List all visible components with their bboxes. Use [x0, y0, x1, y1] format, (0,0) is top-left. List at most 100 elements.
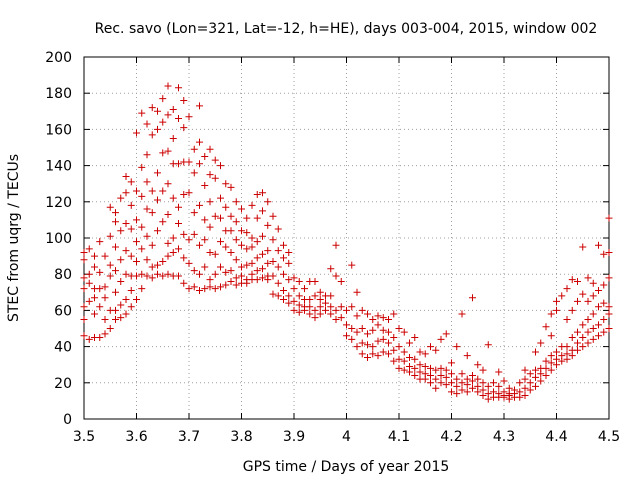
data-point	[217, 194, 224, 202]
data-point	[589, 310, 597, 318]
data-point	[500, 388, 508, 396]
data-point	[243, 214, 251, 222]
data-point	[285, 259, 293, 267]
data-point	[217, 238, 224, 246]
x-tick-label: 3.9	[283, 429, 305, 445]
data-point	[406, 363, 413, 371]
data-point	[138, 109, 146, 117]
data-point	[196, 286, 203, 294]
data-point	[154, 227, 161, 235]
data-point	[458, 370, 466, 378]
data-point	[526, 370, 534, 378]
data-point	[348, 325, 356, 332]
data-point	[327, 292, 335, 300]
data-point	[227, 277, 235, 285]
data-point	[122, 310, 130, 318]
data-point	[185, 113, 193, 121]
data-point	[238, 272, 245, 280]
y-tick-label: 200	[45, 50, 72, 66]
data-point	[196, 201, 203, 209]
data-point	[526, 379, 534, 387]
data-point	[558, 352, 566, 360]
data-point	[232, 236, 240, 244]
data-point	[159, 95, 167, 103]
data-point	[400, 357, 408, 365]
data-point	[448, 388, 455, 396]
data-point	[579, 290, 587, 298]
data-point	[364, 310, 371, 318]
data-point	[505, 384, 513, 392]
data-point	[190, 169, 198, 177]
data-point	[133, 296, 140, 304]
data-point	[180, 279, 188, 287]
data-point	[211, 174, 219, 182]
data-point	[248, 234, 256, 242]
data-point	[180, 96, 188, 104]
data-point	[127, 286, 135, 294]
data-point	[442, 381, 450, 389]
data-point	[332, 272, 340, 280]
data-point	[269, 272, 277, 280]
data-point	[274, 247, 282, 255]
data-point	[154, 125, 161, 133]
data-point	[337, 303, 345, 311]
data-point	[574, 339, 581, 347]
data-point	[175, 272, 182, 280]
data-point	[106, 232, 114, 240]
y-tick-label: 40	[54, 340, 72, 356]
data-point	[442, 330, 450, 338]
data-point	[112, 218, 119, 226]
data-point	[484, 382, 492, 390]
data-point	[127, 225, 135, 233]
data-point	[385, 328, 392, 336]
data-point	[85, 245, 93, 253]
data-point	[532, 373, 539, 381]
y-tick-label: 160	[45, 122, 72, 138]
data-point	[148, 241, 156, 249]
data-point	[154, 169, 161, 177]
data-point	[600, 281, 608, 289]
data-point	[159, 149, 167, 157]
data-point	[421, 363, 429, 371]
data-point	[553, 306, 560, 314]
data-point	[369, 326, 377, 334]
data-point	[175, 160, 182, 168]
data-point	[91, 263, 98, 271]
data-point	[185, 158, 193, 166]
data-point	[448, 359, 455, 367]
data-point	[106, 325, 114, 332]
data-point	[143, 256, 151, 264]
data-point	[584, 297, 592, 305]
data-point	[190, 230, 198, 238]
data-point	[364, 341, 371, 349]
data-point	[532, 366, 539, 374]
data-point	[169, 194, 177, 202]
data-point	[553, 348, 560, 356]
data-point	[96, 334, 104, 342]
data-point	[442, 366, 450, 374]
data-point	[353, 288, 361, 296]
data-point	[248, 259, 256, 267]
data-point	[495, 382, 503, 390]
data-point	[542, 372, 550, 380]
data-point	[474, 375, 482, 383]
data-point	[185, 285, 193, 293]
data-point	[285, 292, 293, 300]
data-point	[243, 261, 251, 269]
data-point	[201, 182, 209, 190]
data-point	[563, 315, 571, 323]
data-point	[311, 314, 319, 322]
data-point	[379, 348, 387, 356]
data-point	[274, 225, 282, 233]
data-point	[253, 276, 261, 284]
data-point	[106, 203, 114, 211]
data-point	[364, 353, 371, 361]
data-point	[122, 296, 130, 304]
data-point	[206, 283, 214, 291]
data-point	[332, 315, 340, 323]
data-point	[133, 216, 140, 224]
data-point	[211, 156, 219, 164]
data-point	[589, 325, 597, 332]
data-point	[521, 391, 529, 399]
data-point	[169, 248, 177, 256]
